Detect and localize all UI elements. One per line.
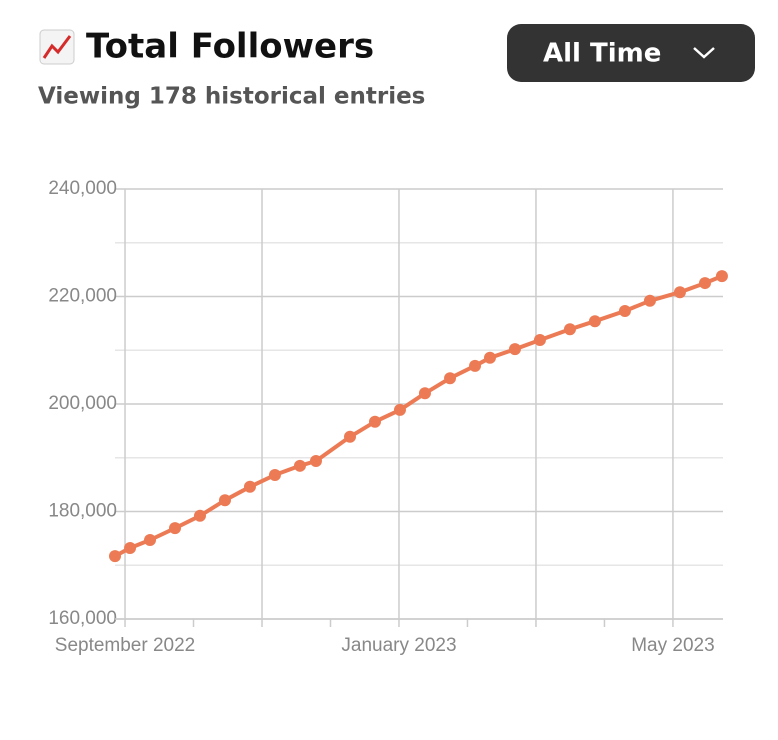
data-point [673,286,686,299]
data-point [169,522,182,535]
data-point [218,494,231,507]
data-point [469,359,482,372]
data-point [109,550,121,563]
data-point [193,509,206,522]
data-point [618,305,631,318]
title-icon [39,29,75,65]
x-tick-label: September 2022 [55,635,196,656]
y-tick-label: 160,000 [48,608,117,629]
data-point [588,315,601,328]
data-point [563,323,576,336]
data-point [418,387,431,400]
data-point [343,430,356,443]
data-point [643,294,656,307]
chart-title: Total Followers [86,27,374,67]
data-point [293,459,306,472]
data-point [533,334,546,347]
y-tick-label: 200,000 [48,393,117,414]
dropdown[interactable]: All Time [507,24,755,82]
data-point [309,454,322,467]
x-tick-label: January 2023 [341,635,456,656]
y-tick-label: 220,000 [48,286,117,307]
y-tick-label: 180,000 [48,501,117,522]
data-point [368,415,381,428]
dropdown-label[interactable]: All Time [543,39,661,69]
data-point [483,351,496,364]
data-point [243,480,256,493]
data-point [144,533,157,546]
data-point [393,403,406,416]
chart-subtitle: Viewing 178 historical entries [38,84,425,110]
x-tick-label: May 2023 [631,635,714,656]
data-point [124,542,137,555]
data-line [114,274,723,558]
data-point [698,277,711,290]
data-point [268,468,281,481]
y-tick-label: 240,000 [48,178,117,199]
data-point [508,343,521,356]
data-point [444,372,457,385]
data-point [715,270,728,283]
